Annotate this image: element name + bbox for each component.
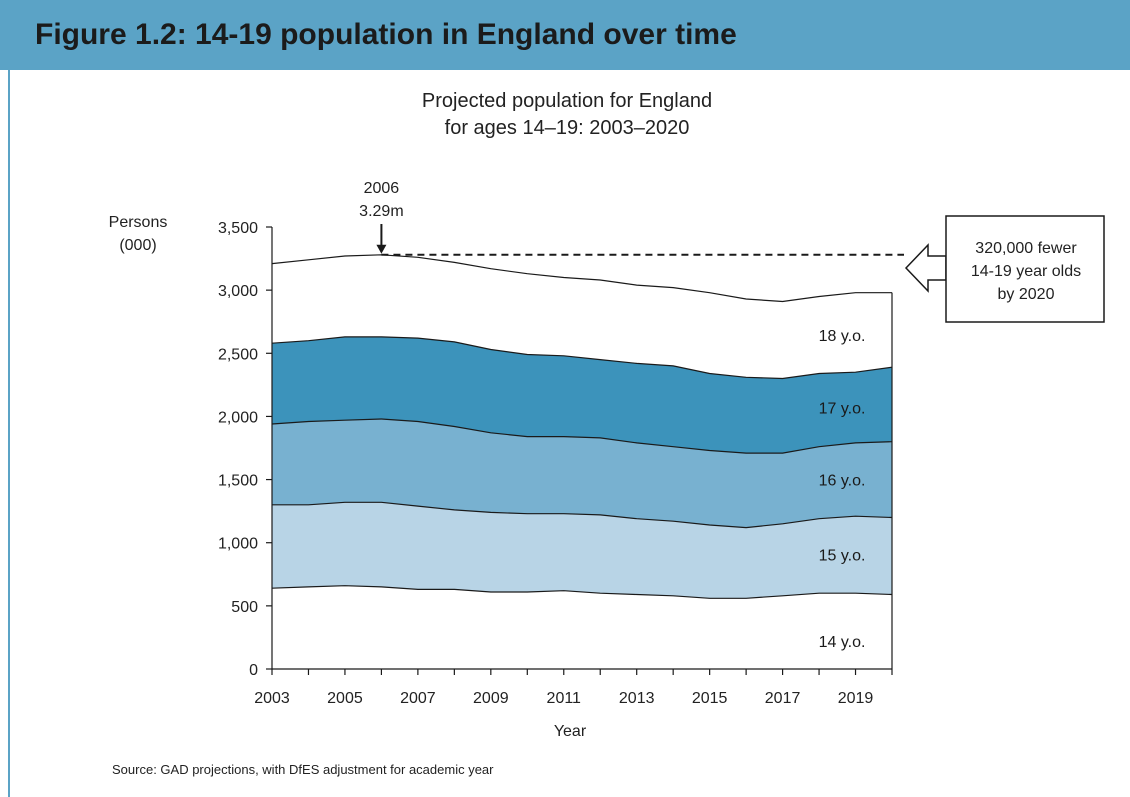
series-boundary-line: [271, 254, 892, 303]
series-label: 14 y.o.: [819, 634, 866, 651]
y-axis-label-line: Persons: [109, 214, 168, 231]
callout-box: [945, 215, 1105, 323]
callout-text-line: by 2020: [998, 286, 1055, 303]
x-tick-label: 2017: [765, 690, 801, 707]
source-note: Source: GAD projections, with DfES adjus…: [112, 762, 494, 777]
y-tick-label: 2,000: [218, 409, 258, 426]
series-label: 15 y.o.: [819, 548, 866, 565]
x-tick-label: 2003: [254, 690, 290, 707]
series-boundary-line: [272, 501, 893, 529]
series-boundary-line: [271, 336, 893, 380]
y-tick-label: 500: [231, 599, 258, 616]
area-band-18-yo: [272, 254, 892, 379]
y-tick-label: 3,500: [218, 220, 258, 237]
area-band-16-yo: [272, 419, 892, 528]
x-tick-label: 2005: [327, 690, 363, 707]
x-tick-label: 2007: [400, 690, 436, 707]
callout-text-line: 14-19 year olds: [971, 263, 1081, 280]
peak-value-label: 3.29m: [359, 203, 403, 220]
callout-text-line: 320,000 fewer: [975, 240, 1077, 257]
series-label: 16 y.o.: [819, 473, 866, 490]
chart-title-line: Projected population for England: [422, 90, 712, 112]
x-tick-label: 2015: [692, 690, 728, 707]
series-label: 18 y.o.: [819, 328, 866, 345]
peak-year-label: 2006: [364, 180, 400, 197]
area-band-15-yo: [272, 502, 892, 599]
figure-header: Figure 1.2: 14-19 population in England …: [0, 0, 1130, 70]
peak-arrow-head: [376, 244, 387, 254]
area-band-17-yo: [272, 336, 892, 454]
callout-left-arrow: [904, 243, 947, 293]
series-label: 17 y.o.: [819, 401, 866, 418]
figure-title: Figure 1.2: 14-19 population in England …: [35, 18, 737, 51]
left-border-rule: [8, 70, 10, 797]
y-tick-label: 2,500: [218, 346, 258, 363]
series-boundary-line: [271, 418, 893, 454]
y-tick-label: 1,500: [218, 473, 258, 490]
area-band-14-yo: [272, 585, 892, 669]
y-tick-label: 0: [249, 662, 258, 679]
x-tick-label: 2013: [619, 690, 655, 707]
series-boundary-line: [271, 585, 893, 599]
y-axis-label-line: (000): [119, 237, 156, 254]
x-axis-label: Year: [554, 723, 587, 740]
x-tick-label: 2011: [547, 690, 582, 707]
x-tick-label: 2019: [838, 690, 874, 707]
chart-title-line: for ages 14–19: 2003–2020: [445, 117, 690, 139]
y-tick-label: 3,000: [218, 283, 258, 300]
x-tick-label: 2009: [473, 690, 509, 707]
y-tick-label: 1,000: [218, 536, 258, 553]
